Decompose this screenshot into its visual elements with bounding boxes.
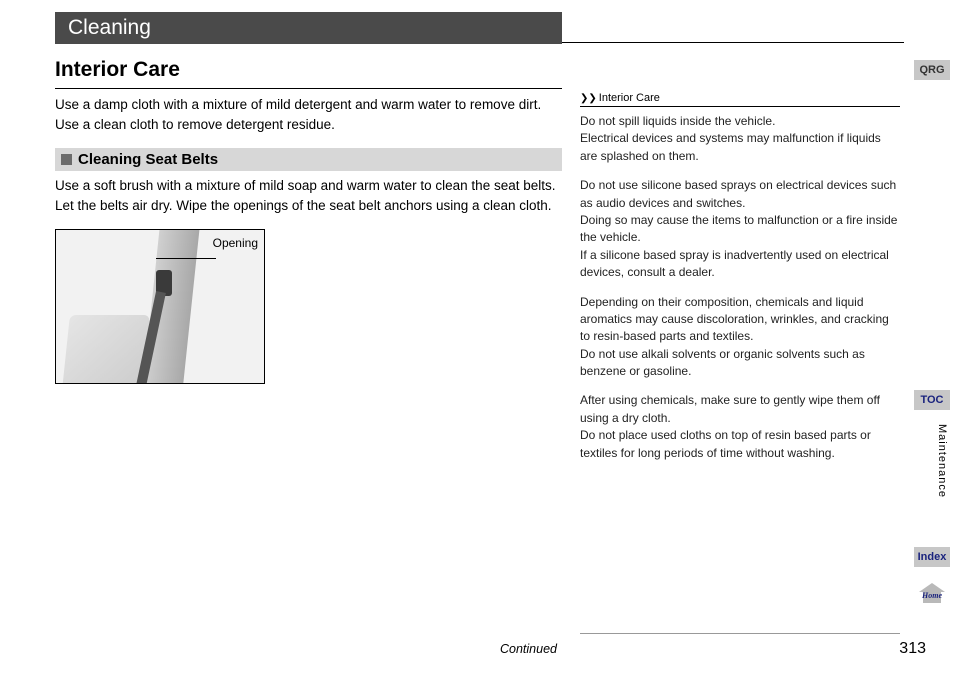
note-line: Depending on their composition, chemical… [580, 294, 900, 346]
note-line: After using chemicals, make sure to gent… [580, 392, 900, 427]
figure-headrest [62, 315, 150, 384]
chapter-title-bar: Cleaning [55, 12, 562, 44]
subsection-paragraph: Use a soft brush with a mixture of mild … [55, 176, 562, 215]
main-column: Interior Care Use a damp cloth with a mi… [55, 58, 562, 384]
note-line: Electrical devices and systems may malfu… [580, 130, 900, 165]
seat-belt-figure: Opening [55, 229, 265, 384]
note-line: Do not use alkali solvents or organic so… [580, 346, 900, 381]
tab-index[interactable]: Index [914, 547, 950, 567]
section-vertical-label: Maintenance [936, 424, 948, 498]
tab-toc[interactable]: TOC [914, 390, 950, 410]
note-line: Do not use silicone based sprays on elec… [580, 177, 900, 212]
subsection-heading-bar: Cleaning Seat Belts [55, 148, 562, 171]
notes-header-text: Interior Care [599, 92, 660, 104]
home-icon: Home [919, 583, 945, 605]
notes-header: ❯❯ Interior Care [580, 92, 900, 107]
intro-paragraph: Use a damp cloth with a mixture of mild … [55, 95, 562, 134]
square-bullet-icon [61, 154, 72, 165]
top-rule [562, 42, 904, 43]
note-line: If a silicone based spray is inadvertent… [580, 247, 900, 282]
home-label: Home [919, 591, 945, 600]
notes-column: ❯❯ Interior Care Do not spill liquids in… [580, 92, 900, 462]
tab-home[interactable]: Home [914, 580, 950, 608]
side-tabs: QRG TOC Index Home [914, 60, 950, 82]
notes-body: Do not spill liquids inside the vehicle.… [580, 113, 900, 462]
notes-bottom-rule [580, 633, 900, 634]
figure-caption: Opening [213, 236, 258, 250]
subsection-heading: Cleaning Seat Belts [78, 151, 218, 168]
note-line: Do not place used cloths on top of resin… [580, 427, 900, 462]
page-number: 313 [899, 640, 926, 658]
note-line: Do not spill liquids inside the vehicle. [580, 113, 900, 130]
tab-qrg[interactable]: QRG [914, 60, 950, 80]
section-title: Interior Care [55, 58, 562, 89]
note-line: Doing so may cause the items to malfunct… [580, 212, 900, 247]
continued-label: Continued [500, 642, 557, 656]
chevron-icon: ❯❯ [580, 93, 597, 104]
figure-leader-line [156, 258, 216, 259]
